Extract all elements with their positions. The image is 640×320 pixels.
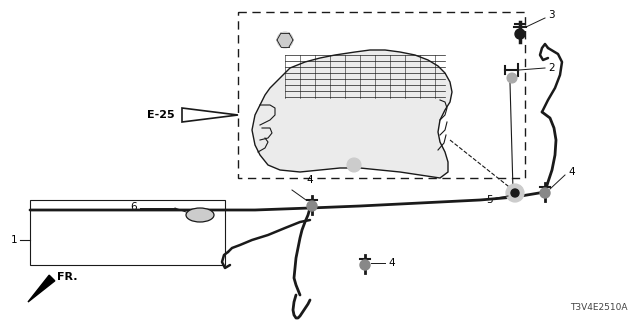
Circle shape: [515, 29, 525, 39]
Circle shape: [506, 184, 524, 202]
Polygon shape: [252, 50, 452, 178]
Circle shape: [307, 201, 317, 211]
Text: T3V4E2510A: T3V4E2510A: [570, 303, 628, 312]
Text: 4: 4: [568, 167, 575, 177]
Polygon shape: [28, 275, 55, 302]
Text: 6: 6: [131, 202, 137, 212]
Circle shape: [347, 158, 361, 172]
Ellipse shape: [186, 208, 214, 222]
Bar: [238, 12, 525, 178]
Text: E-25: E-25: [147, 110, 175, 120]
Text: 5: 5: [486, 195, 493, 205]
Circle shape: [540, 188, 550, 198]
Text: 3: 3: [548, 10, 555, 20]
Polygon shape: [182, 108, 238, 122]
Circle shape: [277, 32, 293, 48]
Text: 1: 1: [10, 235, 17, 245]
Circle shape: [511, 189, 519, 197]
Circle shape: [507, 73, 517, 83]
Text: 4: 4: [388, 258, 395, 268]
Text: FR.: FR.: [57, 272, 77, 282]
Text: 2: 2: [548, 63, 555, 73]
Text: 4: 4: [307, 175, 314, 185]
Bar: [30, 200, 225, 265]
Circle shape: [360, 260, 370, 270]
